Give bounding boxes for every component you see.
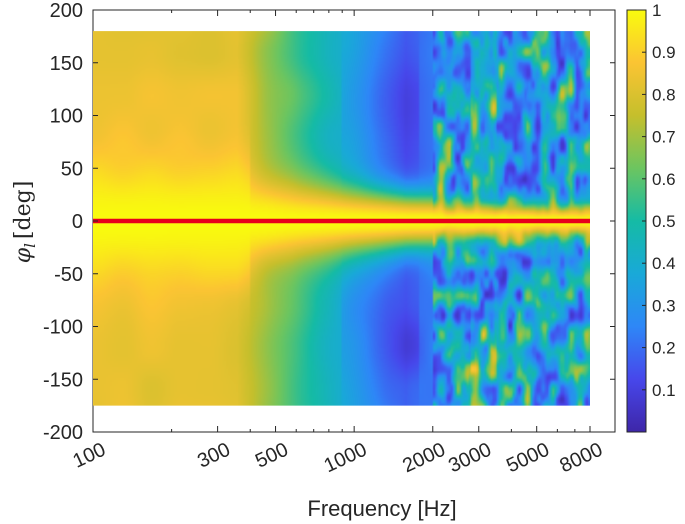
x-axis-label: Frequency [Hz]: [307, 496, 456, 521]
y-axis: 200 150 100 50 0 -50 -100 -150 -200: [43, 0, 615, 444]
svg-text:φl[deg]: φl[deg]: [11, 181, 39, 264]
colorbar-tick-label: 0.4: [652, 254, 676, 273]
y-axis-label: φl[deg]: [11, 181, 39, 264]
y-tick-label: 200: [50, 0, 83, 22]
colorbar-ticks: 1 0.9 0.8 0.7 0.6 0.5 0.4 0.3 0.2 0.1: [642, 1, 676, 400]
x-tick-label: 500: [252, 439, 292, 473]
x-tick-label: 2000: [399, 439, 449, 478]
colorbar-tick-label: 0.9: [652, 43, 676, 62]
y-tick-label: 100: [50, 106, 83, 128]
colorbar-tick-label: 0.6: [652, 170, 676, 189]
colorbar-tick-label: 0.5: [652, 212, 676, 231]
y-tick-label: -150: [43, 369, 83, 391]
colorbar-tick-label: 0.1: [652, 381, 676, 400]
colorbar-tick-label: 1: [652, 1, 661, 20]
x-tick-label: 5000: [503, 439, 553, 478]
heatmap-image: [93, 31, 590, 406]
colorbar-tick-label: 0.8: [652, 85, 676, 104]
x-tick-label: 1000: [321, 439, 371, 478]
colorbar-tick-label: 0.3: [652, 296, 676, 315]
y-tick-label: -50: [54, 264, 83, 286]
y-tick-label: -200: [43, 422, 83, 444]
colorbar-tick-label: 0.2: [652, 339, 676, 358]
y-tick-label: -100: [43, 317, 83, 339]
y-tick-label: 50: [61, 158, 83, 180]
y-tick-label: 150: [50, 53, 83, 75]
x-tick-label: 300: [194, 439, 234, 473]
colorbar-tick-label: 0.7: [652, 128, 676, 147]
x-tick-label: 8000: [556, 439, 606, 478]
x-tick-label: 3000: [445, 439, 495, 478]
y-tick-label: 0: [72, 211, 83, 233]
